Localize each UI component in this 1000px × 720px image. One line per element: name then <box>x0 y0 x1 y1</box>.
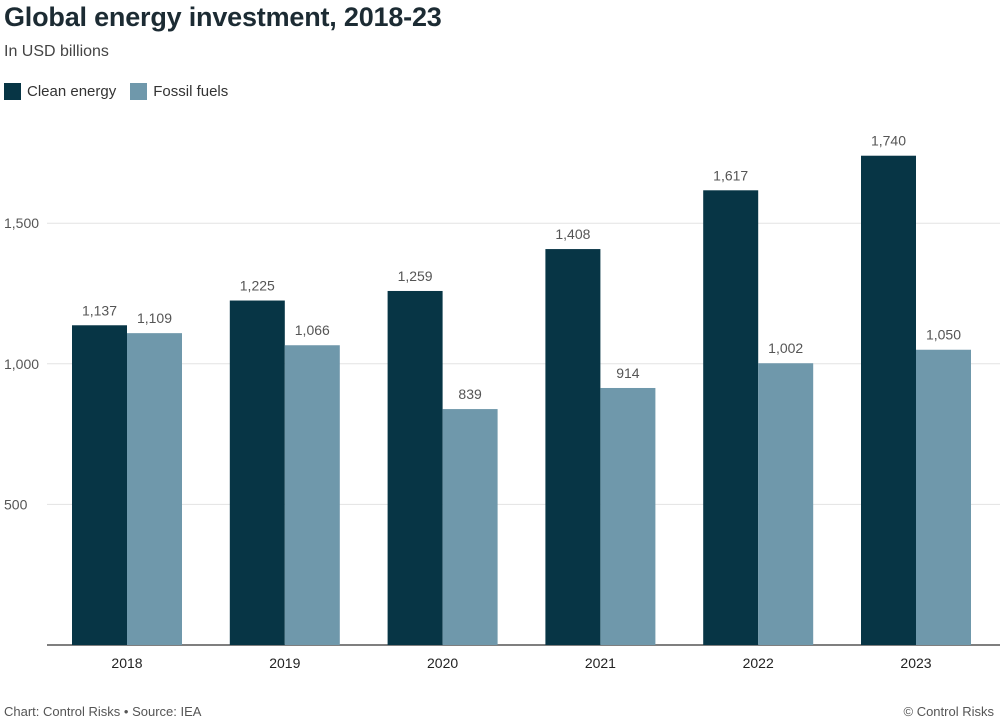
x-tick-label: 2020 <box>427 655 458 671</box>
bar-clean-energy-2019 <box>229 300 285 645</box>
value-label: 1,259 <box>398 268 433 284</box>
legend: Clean energy Fossil fuels <box>4 83 242 100</box>
x-tick-label: 2019 <box>269 655 300 671</box>
value-label: 1,002 <box>768 340 803 356</box>
value-label: 1,109 <box>137 310 172 326</box>
value-label: 1,617 <box>713 167 748 183</box>
value-label: 839 <box>458 386 482 402</box>
value-label: 1,137 <box>82 302 117 318</box>
y-tick-label: 1,000 <box>4 356 39 372</box>
bar-fossil-fuels-2018 <box>127 333 182 645</box>
y-tick-label: 1,500 <box>4 215 39 231</box>
value-label: 1,740 <box>871 133 906 149</box>
bar-fossil-fuels-2022 <box>758 363 814 645</box>
legend-swatch-clean-energy <box>4 83 21 100</box>
bar-clean-energy-2020 <box>387 290 443 645</box>
x-tick-label: 2021 <box>585 655 616 671</box>
x-tick-label: 2018 <box>111 655 142 671</box>
value-label: 1,050 <box>926 327 961 343</box>
value-label: 914 <box>616 365 640 381</box>
value-label: 1,225 <box>240 278 275 294</box>
legend-item-clean-energy: Clean energy <box>4 83 116 100</box>
legend-swatch-fossil-fuels <box>130 83 148 100</box>
chart-subtitle: In USD billions <box>4 43 109 60</box>
bar-fossil-fuels-2023 <box>916 349 971 645</box>
bar-clean-energy-2023 <box>861 155 916 645</box>
bar-clean-energy-2022 <box>703 190 759 645</box>
value-label: 1,408 <box>555 226 590 242</box>
legend-label-fossil-fuels: Fossil fuels <box>153 83 229 100</box>
legend-label-clean-energy: Clean energy <box>27 83 117 100</box>
x-tick-label: 2022 <box>743 655 774 671</box>
legend-item-fossil-fuels: Fossil fuels <box>130 83 228 100</box>
chart-copyright: © Control Risks <box>903 704 995 719</box>
bar-fossil-fuels-2020 <box>442 409 498 645</box>
bar-fossil-fuels-2021 <box>600 387 656 645</box>
x-tick-label: 2023 <box>900 655 931 671</box>
y-tick-label: 500 <box>4 496 28 512</box>
bar-clean-energy-2018 <box>72 325 127 645</box>
bar-clean-energy-2021 <box>545 249 601 645</box>
bar-fossil-fuels-2019 <box>284 345 340 645</box>
chart-title: Global energy investment, 2018-23 <box>4 2 442 32</box>
chart-source: Chart: Control Risks • Source: IEA <box>4 704 202 719</box>
value-label: 1,066 <box>295 322 330 338</box>
